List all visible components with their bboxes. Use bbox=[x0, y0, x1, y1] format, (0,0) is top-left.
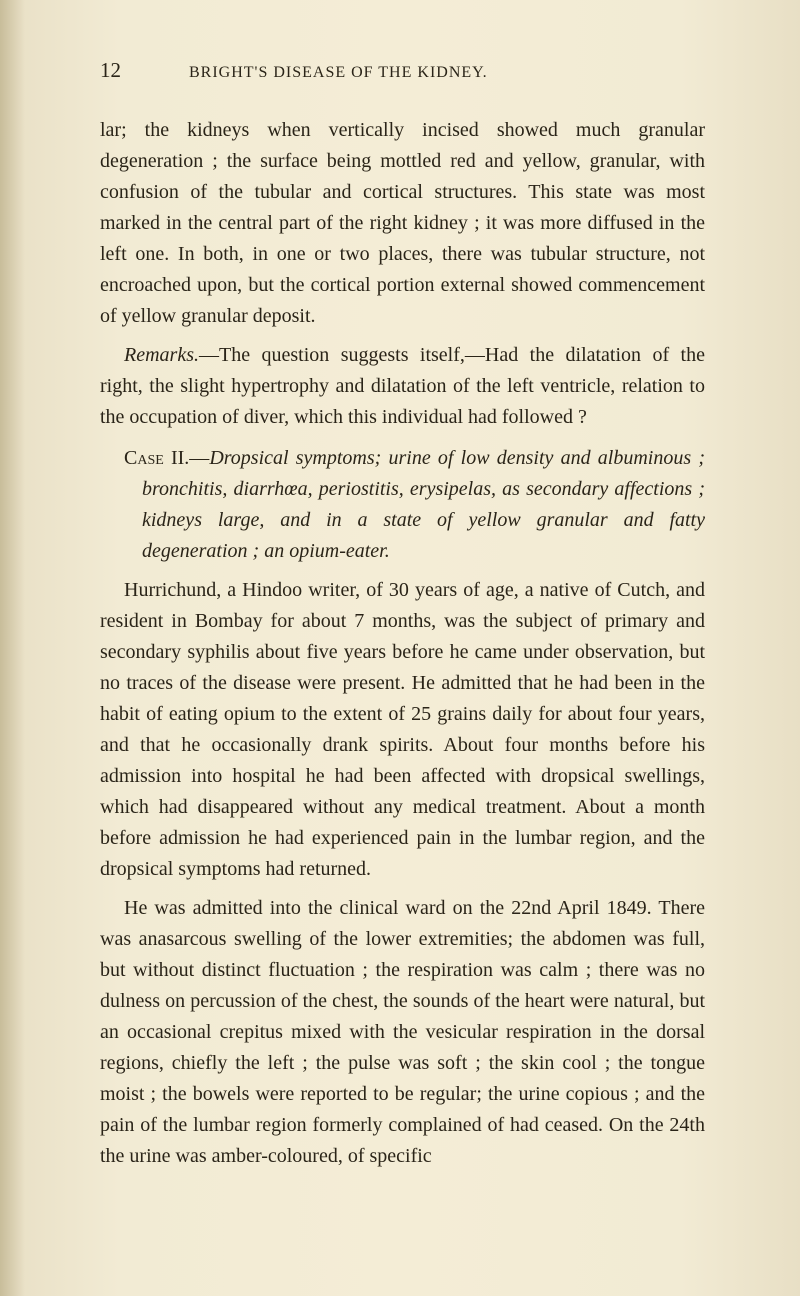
case-heading: Case II.—Dropsical symptoms; urine of lo… bbox=[100, 443, 705, 567]
running-header: BRIGHT'S DISEASE OF THE KIDNEY. bbox=[189, 64, 488, 82]
remarks-label: Remarks. bbox=[124, 344, 199, 366]
header-row: 12 BRIGHT'S DISEASE OF THE KIDNEY. bbox=[100, 58, 705, 83]
paragraph-3: Hurrichund, a Hindoo writer, of 30 years… bbox=[100, 575, 705, 885]
paragraph-4: He was admitted into the clinical ward o… bbox=[100, 893, 705, 1172]
paragraph-2: Remarks.—The question suggests itself,—H… bbox=[100, 340, 705, 433]
case-label: Case bbox=[124, 447, 164, 469]
page-number: 12 bbox=[100, 58, 121, 83]
page-container: 12 BRIGHT'S DISEASE OF THE KIDNEY. lar; … bbox=[0, 0, 800, 1296]
case-title: Dropsical symptoms; urine of low density… bbox=[142, 447, 705, 562]
case-number: II.— bbox=[164, 447, 210, 469]
paragraph-1: lar; the kidneys when vertically incised… bbox=[100, 115, 705, 332]
body-text: lar; the kidneys when vertically incised… bbox=[100, 115, 705, 1172]
